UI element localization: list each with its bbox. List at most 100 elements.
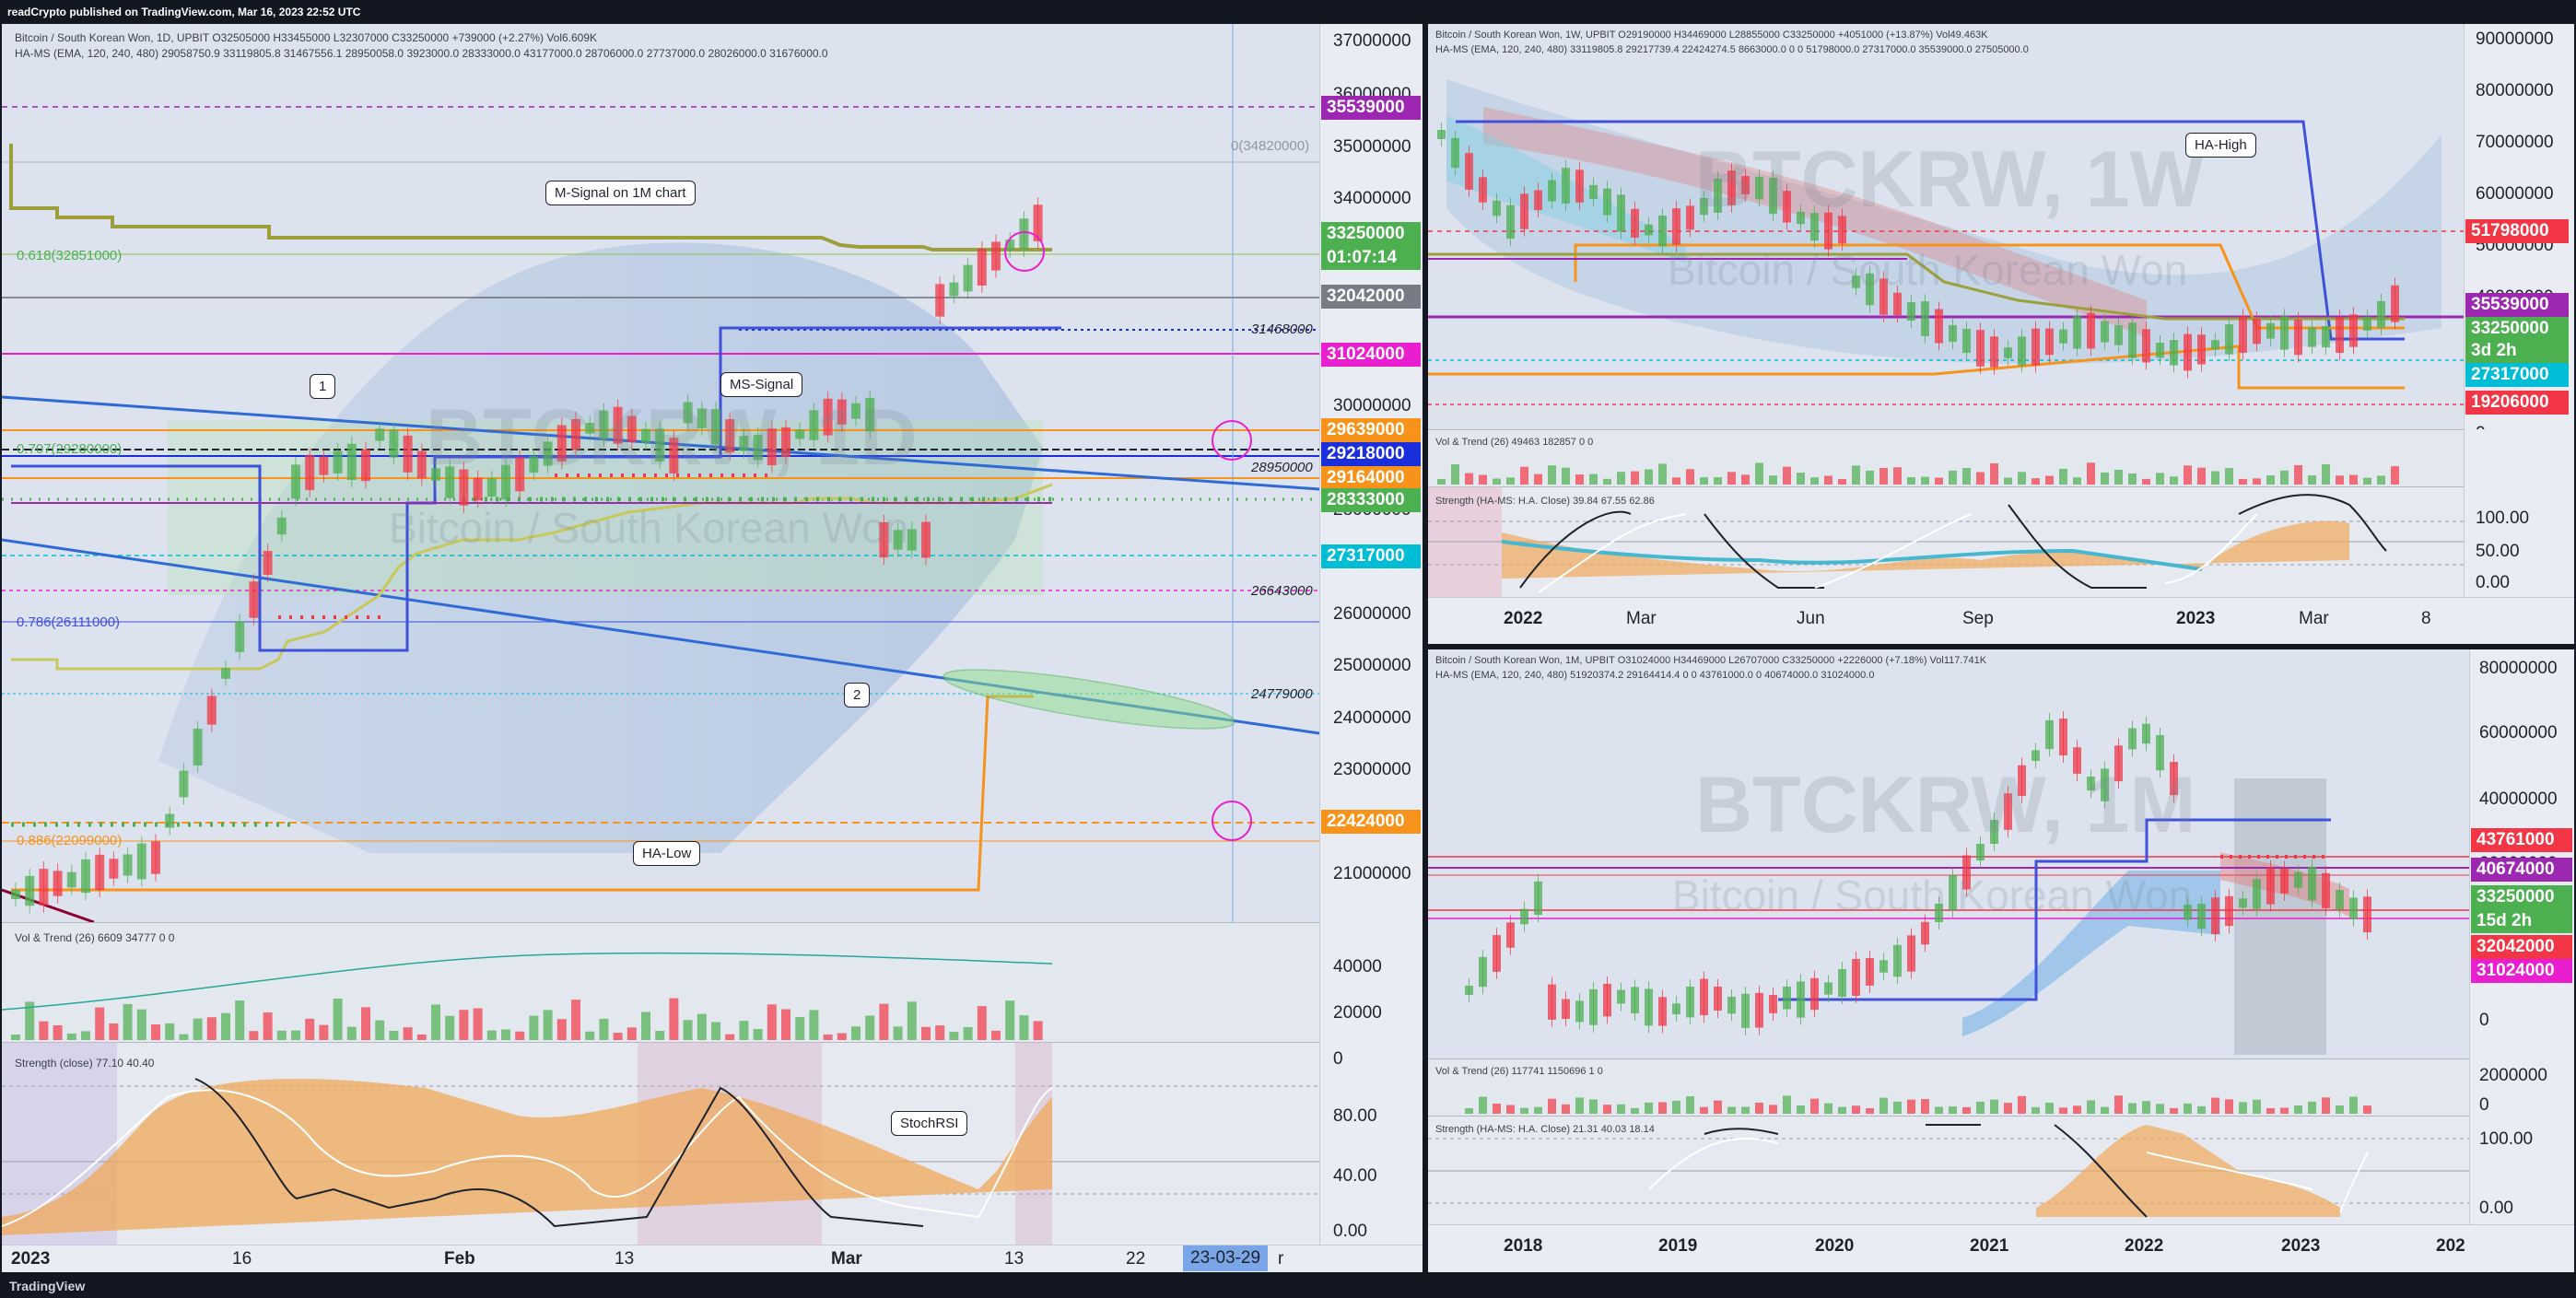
x-tick: Sep: [1962, 609, 1994, 628]
candle: [1493, 200, 1501, 216]
volume-bar: [683, 1020, 693, 1040]
volume-bar: [1769, 1105, 1777, 1114]
candle: [1033, 205, 1043, 241]
candle: [809, 410, 819, 440]
volume-bar: [2073, 477, 2081, 485]
volume-bar: [2197, 1105, 2206, 1114]
candle: [2211, 897, 2219, 935]
daily-sub-axis: 40000 20000 0 80.00 40.00 0.00: [1319, 922, 1423, 1245]
publish-header: readCrypto published on TradingView.com,…: [0, 0, 2576, 24]
daily-y-tick: 24000000: [1333, 708, 1411, 728]
weekly-time-axis[interactable]: 2022 Mar Jun Sep 2023 Mar 8: [1428, 597, 2574, 644]
volume-bar: [2322, 463, 2330, 485]
candle: [2253, 879, 2261, 909]
monthly-price-pane[interactable]: [1428, 649, 2469, 1058]
candle: [556, 425, 567, 462]
daily-price-badge: 01:07:14: [1321, 246, 1421, 270]
monthly-time-axis[interactable]: 2018 2019 2020 2021 2022 2023 202: [1428, 1224, 2574, 1272]
candle: [1769, 995, 1777, 1013]
candle: [585, 423, 595, 434]
candle: [1824, 982, 1832, 995]
daily-chart-panel[interactable]: Bitcoin / South Korean Won, 1D, UPBIT O3…: [2, 24, 1423, 1272]
monthly-y-tick: 80000000: [2479, 659, 2558, 678]
candle: [206, 696, 217, 725]
monthly-price-badge: 33250000: [2471, 885, 2572, 909]
candle: [2114, 745, 2123, 782]
monthly-watermark-symbol: BTCKRW, 1M: [1695, 761, 2196, 849]
volume-bar: [1617, 472, 1625, 485]
monthly-strength-pane[interactable]: [1428, 1116, 2469, 1224]
volume-bar: [2280, 1107, 2289, 1114]
volume-bar: [206, 1017, 217, 1040]
daily-time-axis[interactable]: 2023 16 Feb 13 Mar 13 22 23-03-29 r: [2, 1245, 1423, 1272]
candle: [2101, 321, 2109, 343]
candle: [2391, 285, 2399, 322]
volume-bar: [2349, 1096, 2358, 1114]
volume-bar: [1949, 470, 1957, 485]
daily-volume-pane[interactable]: [2, 922, 1319, 1042]
candle: [1645, 988, 1653, 1026]
monthly-volume-pane[interactable]: [1428, 1058, 2469, 1116]
candle: [1506, 205, 1515, 240]
daily-vol-legend: Vol & Trend (26) 6609 34777 0 0: [15, 931, 175, 944]
fib-0786-label: 0.786(26111000): [17, 614, 121, 630]
weekly-chart-panel[interactable]: Bitcoin / South Korean Won, 1W, UPBIT O2…: [1428, 24, 2574, 644]
volume-bar: [2239, 1102, 2247, 1114]
x-tick: 2022: [1504, 609, 1543, 628]
volume-bar: [1493, 478, 1501, 485]
weekly-price-pane[interactable]: [1428, 24, 2464, 429]
candle: [1714, 178, 1722, 213]
volume-bar: [1714, 477, 1722, 485]
volume-bar: [1686, 1096, 1694, 1114]
weekly-price-badge: 33250000: [2465, 317, 2569, 341]
volume-bar: [571, 1000, 580, 1040]
candle: [249, 581, 259, 618]
monthly-chart-panel[interactable]: Bitcoin / South Korean Won, 1M, UPBIT O3…: [1428, 649, 2574, 1272]
volume-bar: [2363, 477, 2371, 485]
callout-stochrsi: StochRSI: [891, 1111, 968, 1136]
weekly-watermark-name: Bitcoin / South Korean Won: [1668, 246, 2188, 294]
monthly-legend-line1: Bitcoin / South Korean Won, 1M, UPBIT O3…: [1435, 655, 1987, 666]
volume-bar: [515, 1031, 525, 1040]
candle: [1603, 188, 1611, 216]
weekly-y-tick: 70000000: [2476, 133, 2554, 152]
volume-bar: [2294, 464, 2302, 485]
volume-bar: [1797, 1105, 1805, 1114]
candle: [445, 466, 455, 498]
candle: [1686, 986, 1694, 1018]
volume-bar: [613, 1033, 623, 1040]
candle: [333, 450, 343, 474]
volume-bar: [179, 1034, 189, 1040]
daily-strength-pane[interactable]: [2, 1042, 1319, 1245]
volume-bar: [1852, 1105, 1860, 1114]
candle: [1658, 215, 1667, 247]
volume-bar: [2128, 1103, 2137, 1114]
volume-bar: [1990, 462, 1998, 485]
volume-bar: [291, 1030, 300, 1040]
x-tick: 2020: [1815, 1236, 1855, 1256]
weekly-volume-pane[interactable]: [1428, 429, 2464, 486]
volume-bar: [991, 1030, 1001, 1040]
candle: [2073, 747, 2081, 774]
monthly-price-badge: 15d 2h: [2471, 909, 2572, 933]
candle: [2266, 867, 2275, 905]
volume-bar: [346, 1026, 357, 1040]
volume-bar: [1949, 1106, 1957, 1114]
tradingview-logo[interactable]: TradingView: [0, 1274, 2576, 1298]
volume-bar: [1866, 470, 1874, 485]
candle: [1962, 328, 1971, 354]
x-tick: Mar: [2299, 609, 2329, 628]
volume-bar: [1907, 1099, 1915, 1114]
candle: [1562, 999, 1570, 1019]
volume-bar: [977, 1006, 987, 1040]
candle: [179, 770, 189, 798]
callout-1: 1: [310, 374, 336, 399]
candle: [683, 402, 693, 424]
candle: [1534, 881, 1542, 916]
volume-bar: [95, 1007, 105, 1040]
daily-price-pane[interactable]: [2, 24, 1423, 922]
candle: [375, 428, 385, 441]
daily-price-badge: 29218000: [1321, 442, 1421, 466]
weekly-strength-pane[interactable]: [1428, 486, 2464, 597]
volume-bar: [1741, 474, 1750, 485]
